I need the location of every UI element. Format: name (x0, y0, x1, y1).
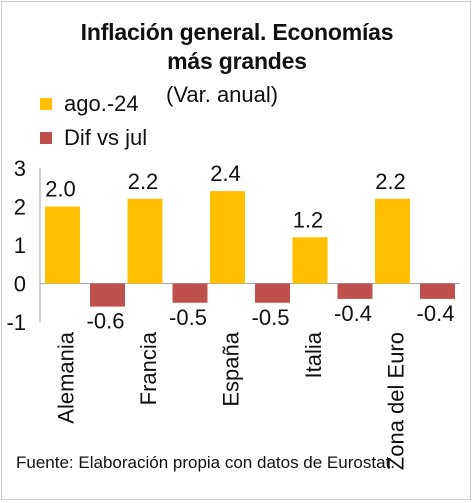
data-label-series2: -0.4 (334, 301, 372, 326)
source-note: Fuente: Elaboración propia con datos de … (16, 453, 395, 472)
y-tick-label: 2 (14, 195, 26, 220)
data-label-series2: -0.5 (169, 305, 207, 330)
category-label: Zona del Euro (384, 332, 409, 470)
data-label-series1: 2.4 (210, 161, 241, 186)
bar-series1 (292, 237, 328, 284)
data-label-series1: 1.2 (293, 207, 324, 232)
legend-item-series2: Dif vs jul (40, 125, 147, 151)
y-tick-label: 1 (14, 233, 26, 258)
data-label-series2: -0.5 (252, 305, 290, 330)
data-label-series1: 2.2 (375, 169, 406, 194)
data-label-series2: -0.6 (87, 309, 125, 334)
category-label: Italia (301, 331, 326, 378)
y-tick-label: 3 (14, 156, 26, 181)
bar-series1 (45, 206, 80, 284)
title-line-1: Inflación general. Economías (80, 19, 394, 45)
legend-label-series1: ago.-24 (64, 91, 139, 116)
bar-series2 (420, 283, 455, 299)
category-label: Francia (136, 331, 161, 405)
y-tick-label: 0 (14, 272, 26, 297)
y-tick-label: -1 (6, 310, 26, 335)
legend-swatch-series2 (40, 132, 52, 144)
data-label-series1: 2.2 (128, 169, 159, 194)
bar-series1 (127, 198, 163, 284)
legend-swatch-series1 (40, 98, 52, 110)
bar-series1 (375, 198, 410, 284)
data-label-series2: -0.4 (417, 301, 455, 326)
chart-title: Inflación general. Economías más grandes (0, 18, 474, 76)
legend-label-series2: Dif vs jul (64, 125, 148, 150)
bar-series1 (210, 191, 245, 284)
bar-series2 (337, 283, 373, 299)
bar-series2 (255, 283, 290, 303)
bar-series2 (90, 283, 125, 307)
chart-subtitle: (Var. anual) (166, 82, 279, 107)
category-label: España (219, 331, 244, 406)
bar-series2 (172, 283, 208, 303)
legend-item-series1: ago.-24 (40, 91, 139, 117)
title-line-2: más grandes (167, 48, 307, 74)
category-label: Alemania (54, 331, 79, 423)
data-label-series1: 2.0 (45, 177, 76, 202)
